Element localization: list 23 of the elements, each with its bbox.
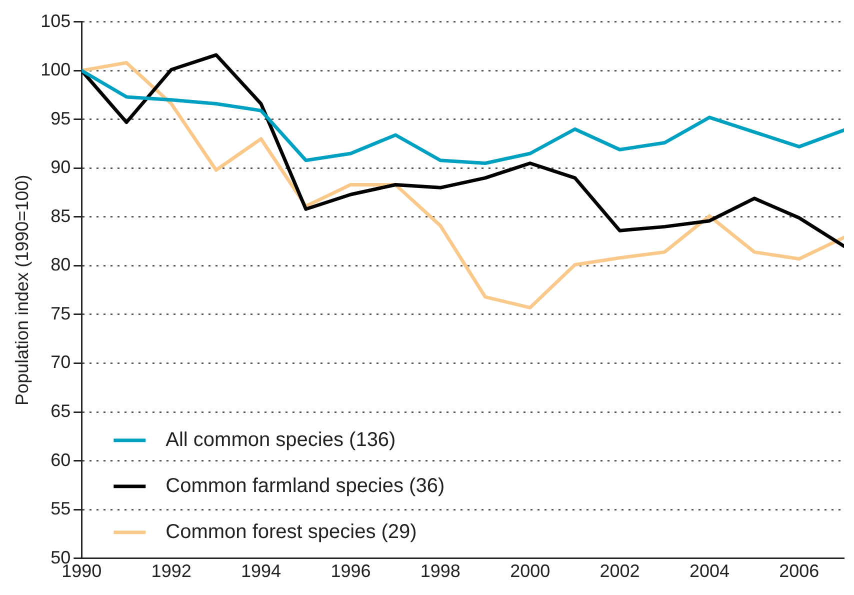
y-tick-label: 90 (50, 157, 71, 178)
legend-label: Common farmland species (36) (166, 474, 445, 497)
y-tick-label: 60 (50, 450, 71, 470)
x-tick-label: 1994 (240, 561, 282, 582)
y-tick-label: 105 (40, 10, 71, 31)
y-tick-label: 70 (50, 352, 71, 372)
x-tick-label: 1996 (330, 561, 371, 582)
legend-label: All common species (136) (166, 428, 396, 451)
x-tick-label: 1998 (420, 561, 460, 582)
y-tick-label: 85 (50, 206, 71, 226)
y-tick-label: 65 (50, 401, 71, 422)
x-tick-label: 1992 (151, 561, 192, 582)
y-tick-label: 100 (40, 60, 71, 80)
x-tick-label: 2006 (779, 561, 820, 582)
y-tick-label: 95 (50, 108, 71, 128)
y-axis-title: Population index (1990=100) (12, 174, 32, 406)
legend-label: Common forest species (29) (166, 520, 417, 543)
y-tick-label: 75 (50, 303, 71, 324)
x-tick-label: 2004 (689, 561, 730, 582)
y-tick-label: 55 (50, 498, 71, 519)
x-tick-label: 2002 (600, 561, 640, 582)
x-tick-label: 2000 (510, 561, 550, 582)
y-tick-label: 80 (50, 254, 71, 275)
